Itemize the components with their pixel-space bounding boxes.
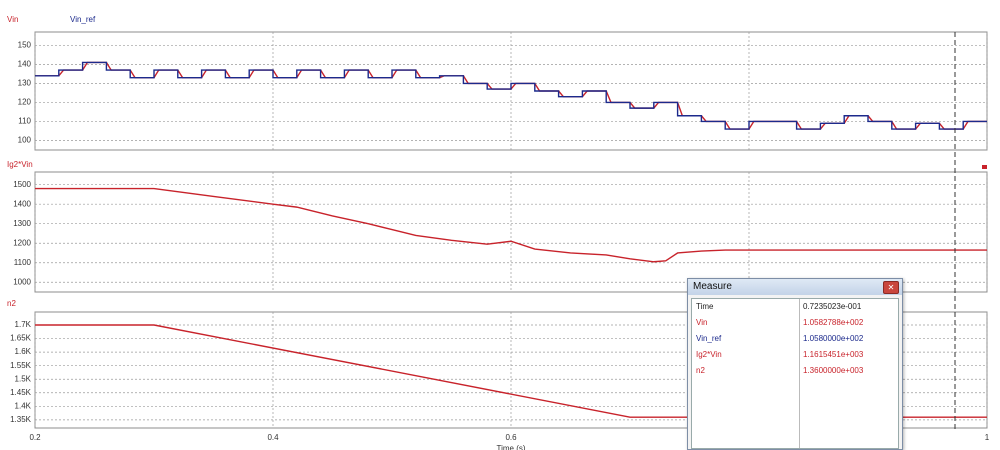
legend-entry: Vin_ref [70, 15, 96, 24]
y-tick-label: 1.5K [15, 374, 32, 383]
legend-entry: Ig2*Vin [7, 160, 33, 169]
measure-value: 1.0580000e+002 [803, 334, 864, 343]
y-tick-label: 1.65K [10, 334, 32, 343]
y-tick-label: 140 [18, 59, 32, 68]
y-tick-label: 1.4K [15, 401, 32, 410]
marker [982, 165, 987, 169]
column-divider [799, 299, 800, 448]
measure-table: Time 0.7235023e-001 Vin 1.0582788e+002 Vin_r… [691, 298, 899, 449]
measure-row: Ig2*Vin 1.1615451e+003 [692, 347, 898, 363]
y-tick-label: 1.35K [10, 415, 32, 424]
plot-area [34, 31, 988, 151]
y-tick-label: 1300 [13, 219, 31, 228]
x-tick-label: 0.2 [29, 433, 41, 442]
measure-label: Vin [696, 318, 708, 327]
x-tick-label: 1 [985, 433, 990, 442]
y-tick-label: 1200 [13, 238, 31, 247]
y-tick-label: 1000 [13, 277, 31, 286]
y-tick-label: 1100 [14, 258, 32, 267]
measure-value: 1.1615451e+003 [803, 350, 864, 359]
y-tick-label: 1400 [13, 199, 31, 208]
y-tick-label: 150 [18, 40, 32, 49]
line-series [35, 61, 987, 130]
window-title-bar[interactable]: Measure ✕ [688, 279, 902, 295]
x-tick-label: 0.6 [505, 433, 517, 442]
measure-row: n2 1.3600000e+003 [692, 363, 898, 379]
x-tick-label: 0.4 [267, 433, 279, 442]
measure-label: Ig2*Vin [696, 350, 722, 359]
measure-value: 1.3600000e+003 [803, 366, 864, 375]
y-tick-label: 1.7K [15, 320, 32, 329]
y-tick-label: 100 [18, 136, 32, 145]
measure-row: Vin_ref 1.0580000e+002 [692, 331, 898, 347]
measure-label: Vin_ref [696, 334, 722, 343]
y-tick-label: 130 [18, 78, 32, 87]
y-tick-label: 1.45K [10, 388, 32, 397]
y-tick-label: 120 [18, 98, 32, 107]
y-tick-label: 1.55K [10, 361, 32, 370]
line-series [35, 61, 987, 130]
measure-row: Vin 1.0582788e+002 [692, 315, 898, 331]
legend-entry: Vin [7, 15, 18, 24]
close-button[interactable]: ✕ [883, 281, 899, 294]
x-axis-label: Time (s) [496, 444, 525, 450]
legend-entry: n2 [7, 299, 16, 308]
y-tick-label: 110 [18, 117, 31, 126]
measure-row: Time 0.7235023e-001 [692, 299, 898, 315]
measure-label: Time [696, 302, 714, 311]
measure-window[interactable]: Measure ✕ Time 0.7235023e-001 Vin 1.0582788e… [687, 278, 903, 450]
measure-value: 0.7235023e-001 [803, 302, 862, 311]
y-tick-label: 1500 [13, 180, 31, 189]
measure-value: 1.0582788e+002 [803, 318, 864, 327]
measure-label: n2 [696, 366, 705, 375]
y-tick-label: 1.6K [15, 347, 32, 356]
line-series [35, 187, 987, 263]
window-title: Measure [693, 281, 732, 292]
